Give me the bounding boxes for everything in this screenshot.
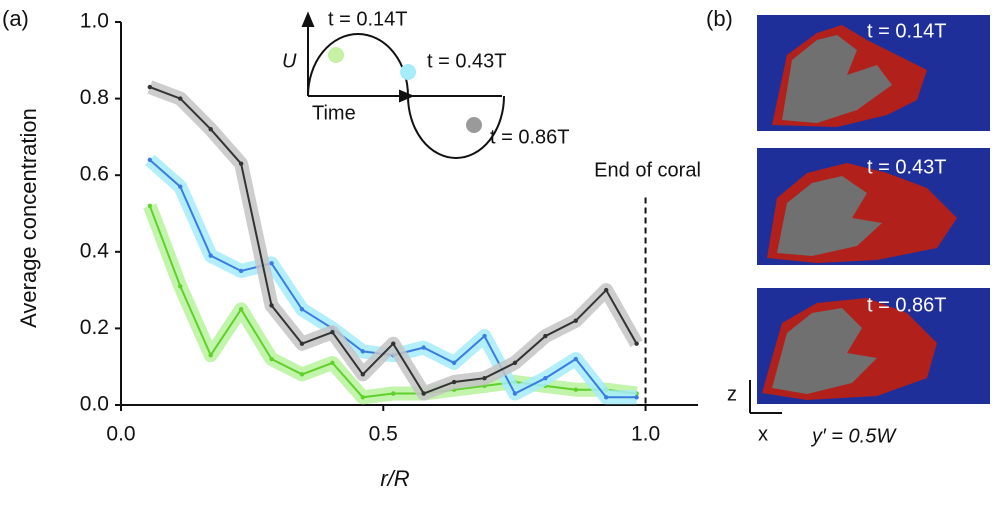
point [421,345,426,350]
axis-icon-label: z [727,383,737,405]
point [512,391,518,396]
axes-icon [749,380,782,414]
panel-label: (a) [2,6,29,31]
point [360,395,366,400]
slice-label: y′ = 0.5W [810,425,897,447]
x-tick-label: 0.5 [369,423,398,446]
point [634,341,639,346]
inset-label: t = 0.86T [490,126,570,148]
point [391,391,396,396]
sim-label: t = 0.86T [867,294,947,316]
point [208,353,213,358]
point [451,379,457,385]
point [208,253,213,258]
point [147,157,153,163]
y-tick-label: 0.6 [80,163,109,186]
point [482,333,487,339]
point [299,307,305,312]
inset-dot [466,117,482,133]
point [178,184,183,189]
point [634,395,639,400]
x-axis-label: r/R [380,466,409,491]
inset-dot [400,64,416,80]
x-tick-label: 1.0 [631,423,660,446]
x-tick-label: 0.0 [106,423,135,446]
sim-label: t = 0.43T [867,156,947,178]
point [269,303,274,308]
arrow-head [399,89,415,103]
y-tick-label: 0.2 [80,316,109,339]
plot: 0.0 0.2 0.4 0.6 0.8 1.0 0.0 0.5 1.0 End of coral [80,10,701,446]
inset-label: t = 0.43T [427,50,507,72]
point [512,360,518,366]
inset [301,11,505,159]
point [178,284,183,289]
point [330,360,335,366]
inset-curve [307,33,505,159]
point [178,96,183,101]
point [269,261,274,266]
end-marker-label: End of coral [594,159,701,181]
point [360,349,366,354]
inset-label: t = 0.14T [328,8,408,30]
point [208,127,213,132]
point [482,375,487,381]
y-tick-label: 0.8 [80,86,109,109]
point [391,341,396,346]
y-tick-label: 0.0 [80,393,109,416]
simulation-panels: t = 0.14T t = 0.43T t = 0.86T [757,15,990,404]
point [238,307,244,312]
y-tick-label: 0.4 [80,239,110,262]
point [604,287,609,293]
point [330,330,335,335]
axis-icon-label: x [758,423,768,445]
point [360,372,366,377]
point [573,318,578,323]
panel-label: (b) [706,6,733,31]
point [299,372,305,377]
y-axis-label: Average concentration [16,108,41,328]
inset-x-label: Time [312,102,356,124]
point [238,161,244,166]
point [147,84,153,90]
point [573,387,578,392]
point [421,391,426,396]
inset-dot [328,47,344,63]
point [269,356,274,362]
y-tick-label: 1.0 [80,10,109,33]
point [543,333,548,339]
series-band [145,154,637,405]
point [147,203,153,209]
inset-y-label: U [282,50,297,72]
sim-label: t = 0.14T [867,20,947,42]
point [299,341,305,346]
point [543,375,548,381]
point [451,360,457,366]
sim-image: t = 0.86T [757,288,990,404]
point [238,268,244,274]
point [573,356,578,362]
sim-image: t = 0.43T [757,148,990,265]
sim-image: t = 0.14T [757,15,990,131]
arrow-head [301,11,315,27]
point [604,395,609,400]
